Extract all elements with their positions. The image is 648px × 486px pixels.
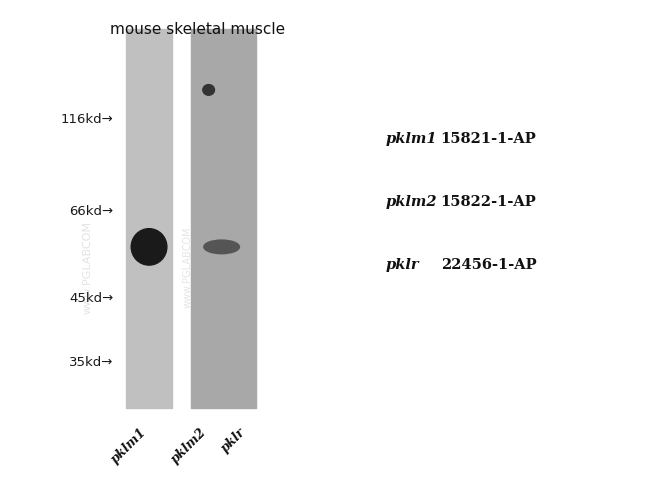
- Ellipse shape: [203, 85, 214, 95]
- Text: pklm1: pklm1: [109, 425, 149, 466]
- Text: 66kd→: 66kd→: [69, 205, 113, 218]
- Text: 35kd→: 35kd→: [69, 356, 113, 368]
- Text: pklr: pklr: [386, 258, 419, 272]
- Bar: [126, 29, 172, 408]
- Text: pklm1: pklm1: [386, 132, 437, 145]
- Text: 45kd→: 45kd→: [69, 293, 113, 305]
- Ellipse shape: [203, 240, 240, 254]
- Text: pklm2: pklm2: [386, 195, 437, 208]
- Text: mouse skeletal muscle: mouse skeletal muscle: [110, 22, 285, 37]
- Text: pklr: pklr: [218, 425, 248, 455]
- Text: 15822-1-AP: 15822-1-AP: [441, 195, 537, 208]
- Text: www.PGLABCOM: www.PGLABCOM: [82, 221, 93, 314]
- Ellipse shape: [132, 228, 167, 265]
- Bar: [191, 29, 256, 408]
- Text: www.PGLABCOM: www.PGLABCOM: [183, 226, 193, 308]
- Text: pklm2: pklm2: [168, 425, 209, 466]
- Text: 22456-1-AP: 22456-1-AP: [441, 258, 537, 272]
- Text: 15821-1-AP: 15821-1-AP: [441, 132, 537, 145]
- Text: 116kd→: 116kd→: [61, 113, 113, 125]
